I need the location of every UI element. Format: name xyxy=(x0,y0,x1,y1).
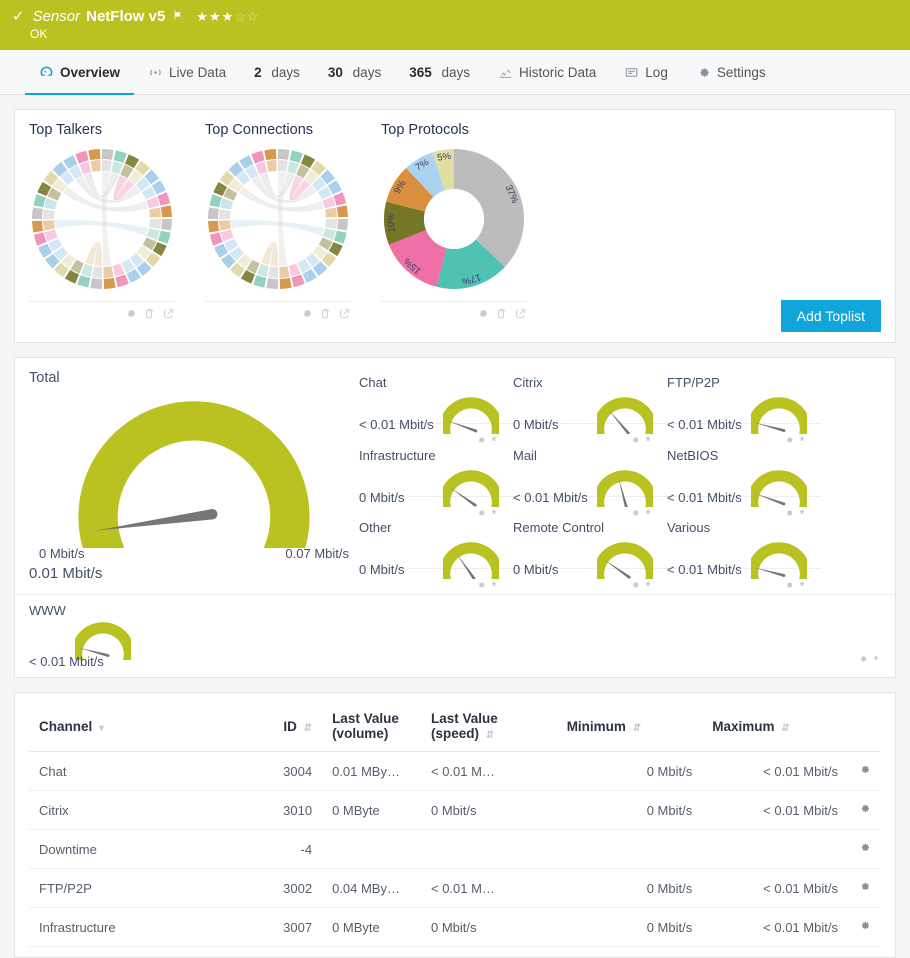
svg-text:10%: 10% xyxy=(385,213,397,233)
svg-text:5%: 5% xyxy=(437,151,453,164)
